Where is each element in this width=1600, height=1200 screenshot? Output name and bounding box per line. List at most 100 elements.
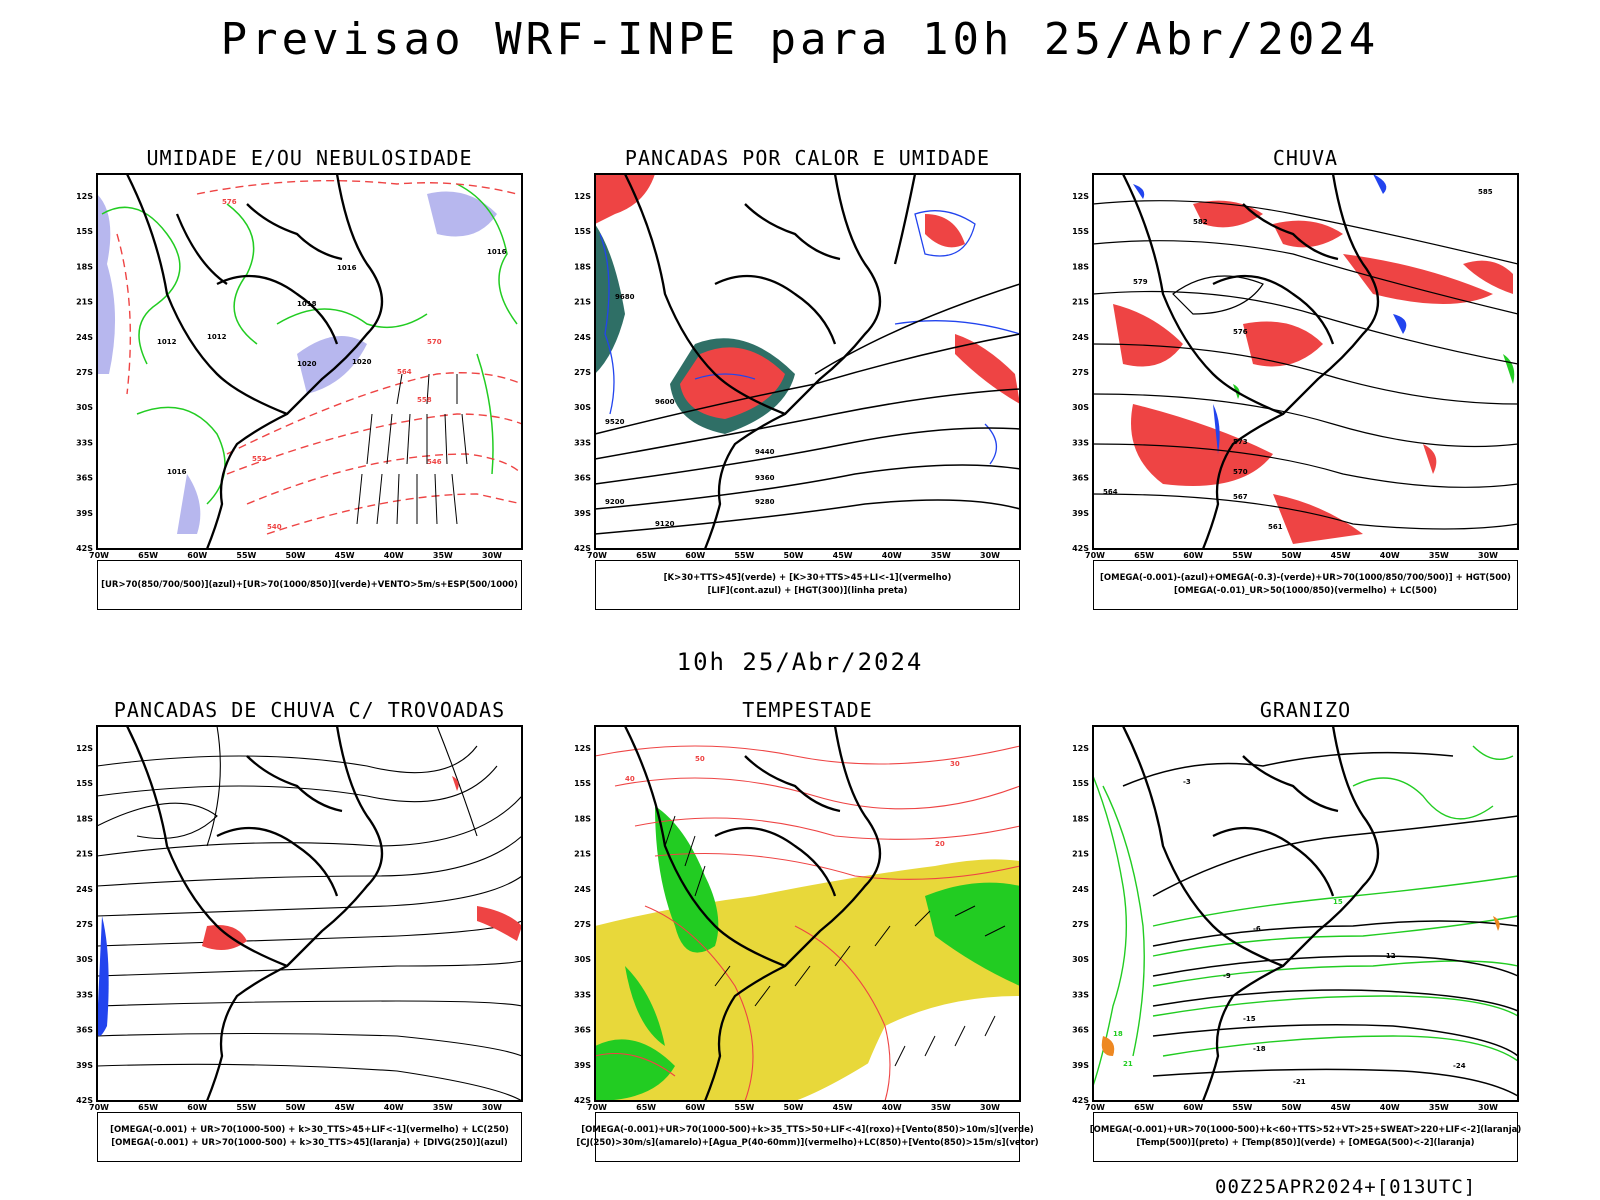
contour-label: -9 — [1223, 972, 1231, 980]
lon-tick-label: 60W — [1183, 551, 1203, 560]
contour-label: 50 — [695, 755, 705, 763]
lat-tick-label: 27S — [76, 368, 93, 377]
lon-tick-label: 65W — [138, 1103, 158, 1112]
contour-label: 1016 — [487, 248, 507, 256]
lon-tick-label: 45W — [1331, 1103, 1351, 1112]
lat-tick-label: 27S — [1072, 920, 1089, 929]
contour-label: 564 — [1103, 488, 1118, 496]
legend-line: [CJ(250)>30m/s](amarelo)+[Agua_P(40-60mm… — [576, 1138, 1039, 1148]
contour-label: 9680 — [615, 293, 635, 301]
lat-tick-label: 24S — [574, 333, 591, 342]
lat-tick-label: 15S — [1072, 779, 1089, 788]
lat-tick-label: 15S — [76, 227, 93, 236]
lat-tick-label: 15S — [574, 779, 591, 788]
lat-tick-label: 18S — [76, 262, 93, 271]
lat-tick-label: 21S — [574, 850, 591, 859]
legend-box: [K>30+TTS>45](verde) + [K>30+TTS>45+LI<-… — [595, 560, 1020, 610]
panel-hail: GRANIZO — [1072, 698, 1521, 1168]
lon-tick-label: 65W — [138, 551, 158, 560]
lat-tick-label: 33S — [76, 990, 93, 999]
lat-tick-label: 12S — [76, 192, 93, 201]
lon-tick-label: 45W — [1331, 551, 1351, 560]
lon-tick-label: 60W — [685, 551, 705, 560]
lat-tick-label: 36S — [574, 1026, 591, 1035]
lon-tick-label: 30W — [1478, 551, 1498, 560]
legend-box: [OMEGA(-0.001)+UR>70(1000-500)+k>35_TTS>… — [576, 1112, 1039, 1162]
contour-label: 576 — [1233, 328, 1248, 336]
map-hail: -3 -6 -9 -12 -15 -18 -21 -24 15 18 21 12… — [1072, 725, 1519, 1112]
panel-storm: TEMPESTADE 50 — [574, 698, 1039, 1168]
panel-title: PANCADAS DE CHUVA C/ TROVOADAS — [113, 698, 506, 722]
lat-tick-label: 36S — [1072, 1026, 1089, 1035]
contour-label: 1012 — [207, 333, 227, 341]
map-heat-showers: 9680 9600 9520 9440 9360 9280 9200 9120 … — [574, 173, 1021, 560]
map-storm: 50 40 30 20 12S 15S 18S 21S 24S 27S 30S 33S 36S 3… — [574, 725, 1021, 1112]
lon-tick-label: 60W — [187, 1103, 207, 1112]
lat-tick-label: 36S — [76, 1026, 93, 1035]
lon-tick-label: 30W — [1478, 1103, 1498, 1112]
legend-line: [OMEGA(-0.01)_UR>50(1000/850)(vermelho) … — [1173, 586, 1438, 596]
lon-tick-label: 70W — [587, 1103, 607, 1112]
lon-tick-label: 35W — [1429, 1103, 1449, 1112]
lat-tick-label: 42S — [1072, 1096, 1089, 1105]
lon-tick-label: 70W — [1085, 551, 1105, 560]
lon-tick-label: 55W — [734, 551, 754, 560]
lon-tick-label: 55W — [1232, 551, 1252, 560]
lat-tick-label: 27S — [1072, 368, 1089, 377]
contour-label: -18 — [1253, 1045, 1266, 1053]
lat-tick-label: 30S — [1072, 403, 1089, 412]
lon-tick-label: 35W — [931, 551, 951, 560]
contour-label: 18 — [1113, 1030, 1123, 1038]
lat-tick-label: 18S — [1072, 262, 1089, 271]
contour-label: 9200 — [605, 498, 625, 506]
contour-label: 9520 — [605, 418, 625, 426]
panel-rain: CHUVA — [1072, 146, 1519, 616]
lon-tick-label: 40W — [384, 1103, 404, 1112]
lat-tick-label: 42S — [76, 544, 93, 553]
contour-label: 40 — [625, 775, 635, 783]
lat-tick-label: 15S — [1072, 227, 1089, 236]
contour-label: 1020 — [352, 358, 372, 366]
lon-tick-label: 40W — [882, 1103, 902, 1112]
mid-date: 10h 25/Abr/2024 — [676, 648, 924, 676]
lat-tick-label: 12S — [1072, 192, 1089, 201]
main-title: Previsao WRF-INPE para 10h 25/Abr/2024 — [220, 14, 1380, 65]
contour-label: 558 — [417, 396, 432, 404]
lon-tick-label: 45W — [833, 1103, 853, 1112]
legend-line: [Temp(500)](preto) + [Temp(850)](verde) … — [1136, 1138, 1475, 1148]
contour-label: 570 — [1233, 468, 1248, 476]
legend-box: [OMEGA(-0.001) + UR>70(1000-500) + k>30_… — [97, 1112, 522, 1162]
contour-label: 20 — [935, 840, 945, 848]
lat-tick-label: 33S — [574, 990, 591, 999]
lat-tick-label: 42S — [1072, 544, 1089, 553]
contour-label: 9440 — [755, 448, 775, 456]
lat-tick-label: 21S — [574, 298, 591, 307]
contour-label: 540 — [267, 523, 282, 531]
lat-tick-label: 39S — [1072, 509, 1089, 518]
contour-label: 9280 — [755, 498, 775, 506]
contour-label: 579 — [1133, 278, 1148, 286]
lat-tick-label: 30S — [1072, 955, 1089, 964]
contour-label: 567 — [1233, 493, 1248, 501]
lon-tick-label: 70W — [89, 551, 109, 560]
lat-tick-label: 30S — [574, 403, 591, 412]
lon-tick-label: 40W — [1380, 1103, 1400, 1112]
lat-tick-label: 15S — [76, 779, 93, 788]
panel-title: TEMPESTADE — [742, 698, 873, 722]
lat-tick-label: 39S — [1072, 1061, 1089, 1070]
lon-tick-label: 35W — [931, 1103, 951, 1112]
panel-title: GRANIZO — [1259, 698, 1352, 722]
contour-label: 561 — [1268, 523, 1283, 531]
map-rain: 585 582 579 576 573 570 567 564 561 12S 1… — [1072, 173, 1519, 560]
lat-tick-label: 24S — [1072, 885, 1089, 894]
lat-tick-label: 36S — [574, 474, 591, 483]
contour-label: 9120 — [655, 520, 675, 528]
lat-tick-label: 33S — [574, 438, 591, 447]
lon-tick-label: 60W — [187, 551, 207, 560]
panel-title: PANCADAS POR CALOR E UMIDADE — [624, 146, 991, 170]
lat-tick-label: 42S — [574, 544, 591, 553]
lat-tick-label: 18S — [574, 262, 591, 271]
lon-tick-label: 55W — [236, 1103, 256, 1112]
contour-label: 9360 — [755, 474, 775, 482]
